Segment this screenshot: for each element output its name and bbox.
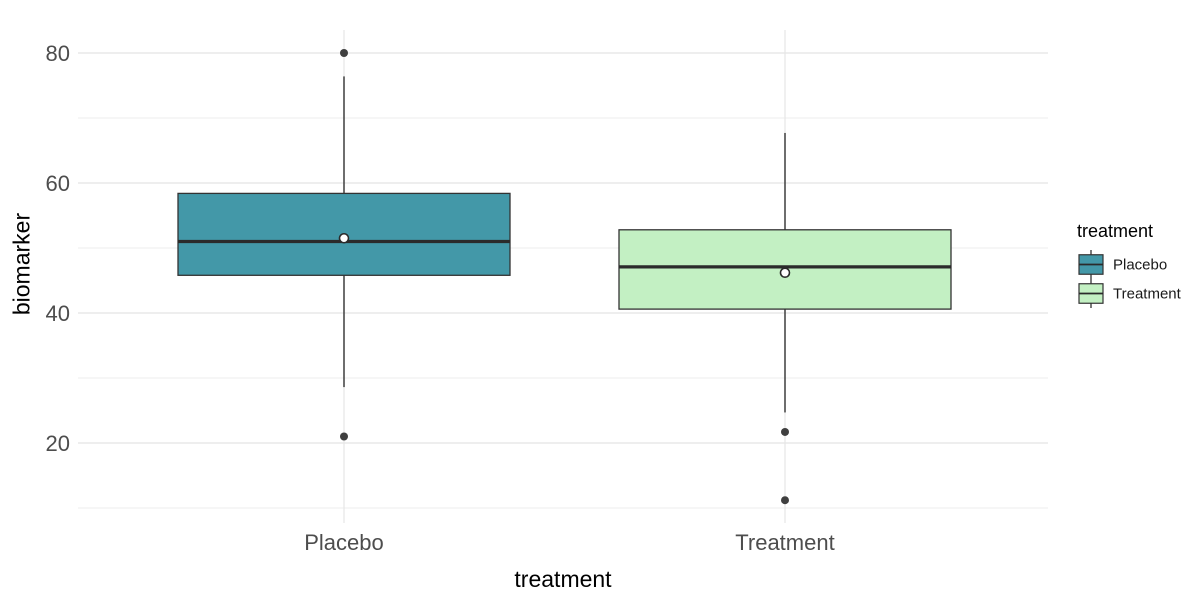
legend-entry-label: Treatment bbox=[1113, 285, 1181, 302]
x-tick-label: Treatment bbox=[735, 530, 834, 555]
y-axis-title: biomarker bbox=[8, 212, 35, 316]
placebo-outlier-point bbox=[340, 49, 348, 57]
legend-title: treatment bbox=[1077, 221, 1154, 241]
x-tick-label: Placebo bbox=[304, 530, 384, 555]
y-tick-label: 80 bbox=[46, 41, 70, 66]
y-tick-label: 20 bbox=[46, 431, 70, 456]
legend-entry-label: Placebo bbox=[1113, 256, 1168, 273]
treatment-outlier-point bbox=[781, 496, 789, 505]
y-tick-label: 40 bbox=[46, 301, 70, 326]
y-tick-label: 60 bbox=[46, 171, 70, 196]
treatment-mean-point bbox=[779, 267, 791, 279]
treatment-outlier-point bbox=[781, 427, 789, 436]
placebo-mean-point bbox=[338, 232, 350, 244]
placebo-outlier-point bbox=[340, 432, 348, 441]
x-axis-title: treatment bbox=[514, 566, 612, 592]
